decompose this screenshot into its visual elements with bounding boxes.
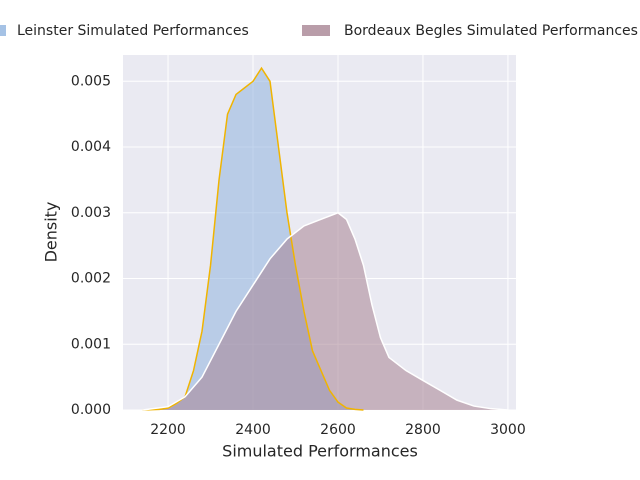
density-fill [142, 212, 508, 410]
density-line [142, 211, 508, 411]
density-fill [142, 68, 364, 411]
x-tick-label: 2600 [320, 422, 356, 438]
y-tick-label: 0.004 [71, 139, 111, 155]
y-tick-label: 0.001 [71, 336, 111, 352]
density-line [142, 66, 364, 411]
legend-label: Leinster Simulated Performances [17, 23, 249, 39]
y-tick-label: 0.000 [71, 402, 111, 418]
legend-label: Bordeaux Begles Simulated Performances [344, 23, 638, 39]
y-tick-label: 0.003 [71, 205, 111, 221]
y-tick-label: 0.002 [71, 271, 111, 287]
y-tick-label: 0.005 [71, 73, 111, 89]
x-tick-label: 2400 [235, 422, 271, 438]
y-axis-label: Density [42, 202, 61, 263]
x-tick-label: 2800 [405, 422, 441, 438]
legend-swatch [302, 25, 330, 36]
legend-swatch [0, 25, 6, 36]
x-tick-label: 2200 [150, 422, 186, 438]
x-axis-label: Simulated Performances [222, 442, 418, 461]
x-tick-label: 3000 [490, 422, 526, 438]
